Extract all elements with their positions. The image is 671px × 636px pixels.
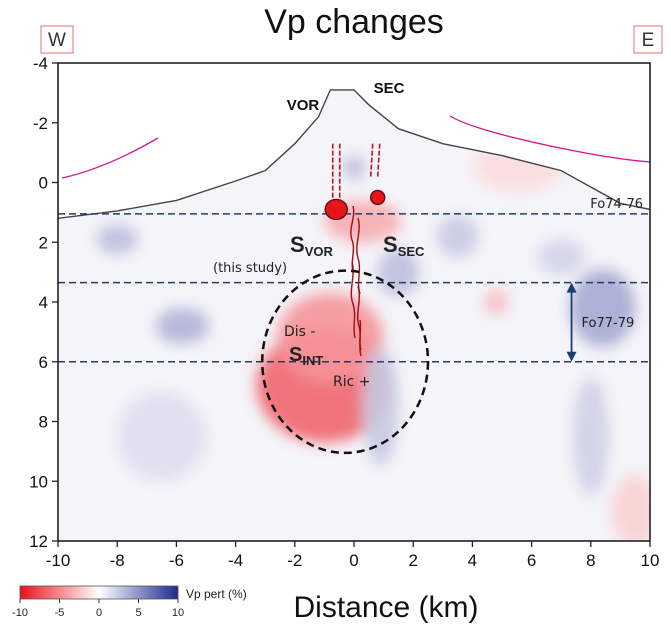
x-tick-label-0: -10	[46, 551, 71, 570]
colorbar-tick-label-3: 5	[135, 607, 141, 619]
x-tick-label-8: 6	[527, 551, 536, 570]
range-arrow-head-down	[566, 351, 577, 362]
colorbar-tick-label-0: -10	[12, 607, 28, 619]
y-tick-label-3: 2	[39, 233, 48, 252]
x-tick-label-4: -2	[287, 551, 302, 570]
x-tick-label-7: 4	[468, 551, 477, 570]
x-tick-label-9: 8	[586, 551, 595, 570]
x-tick-label-3: -4	[228, 551, 243, 570]
east-label: E	[642, 30, 655, 51]
x-axis-label: Distance (km)	[293, 591, 478, 624]
annotations: Fo74-76 Fo77-79 VOR SEC SVOR SSEC (this study)…	[58, 80, 650, 455]
velocity-anomaly-5	[96, 224, 138, 255]
velocity-anomaly-8	[436, 215, 479, 258]
y-tick-label-6: 8	[39, 413, 48, 432]
reservoir-0	[324, 198, 348, 221]
fo77-79-label: Fo77-79	[582, 316, 635, 331]
velocity-anomaly-11	[484, 290, 508, 314]
colorbar-label: Vp pert (%)	[186, 587, 247, 601]
west-label: W	[48, 30, 66, 51]
dike-path-1	[356, 217, 361, 295]
velocity-anomaly-7	[362, 346, 399, 467]
velocity-anomaly-1	[277, 293, 384, 383]
magenta-contour-west	[61, 137, 159, 179]
this-study-label: (this study)	[213, 261, 287, 276]
y-axis: -4 -2 0 2 4 6 8 10 12	[29, 54, 58, 551]
x-tick-label-6: 2	[408, 551, 417, 570]
y-tick-label-4: 4	[39, 293, 48, 312]
east-label-box	[633, 25, 663, 54]
velocity-anomaly-9	[573, 376, 609, 497]
above-topography-mask	[58, 63, 650, 219]
west-label-box	[40, 25, 74, 54]
magenta-contour-east	[449, 115, 650, 163]
colorbar-ticks: -10 -5 0 5 10	[12, 599, 184, 619]
chart-title: Vp changes	[264, 3, 444, 41]
y-tick-label-1: -2	[33, 114, 48, 133]
y-tick-label-8: 12	[29, 532, 48, 551]
vor-label: VOR	[287, 97, 320, 114]
x-tick-label-2: -6	[169, 551, 184, 570]
dike-path-4	[359, 319, 362, 351]
y-tick-label-5: 6	[39, 353, 48, 372]
y-tick-label-0: -4	[33, 54, 48, 73]
y-tick-label-2: 0	[39, 174, 48, 193]
s-vor-label: SVOR	[290, 232, 333, 259]
colorbar-tick-label-1: -5	[55, 607, 65, 619]
ric-plus-label: Ric +	[333, 374, 371, 390]
reservoir-1	[369, 189, 386, 206]
s-sec-label: SSEC	[383, 232, 425, 259]
sec-label: SEC	[374, 80, 405, 97]
velocity-anomaly-10	[342, 155, 366, 180]
colorbar-gradient	[19, 585, 179, 600]
velocity-anomaly-15	[611, 475, 650, 541]
x-tick-label-10: 10	[641, 551, 660, 570]
y-tick-label-7: 10	[29, 472, 48, 491]
conduit-sec-1	[376, 143, 381, 177]
conduit-sec-0	[369, 143, 374, 177]
colorbar-tick-label-4: 10	[172, 607, 184, 619]
dike-path-2	[350, 261, 356, 339]
velocity-anomaly-12	[537, 239, 585, 276]
colorbar: Vp pert (%) -10 -5 0 5 10	[12, 585, 247, 619]
topography-profile	[58, 89, 650, 219]
intrusion-ellipse	[260, 269, 430, 455]
fo74-76-label: Fo74-76	[590, 197, 643, 212]
colorbar-tick-label-2: 0	[96, 607, 102, 619]
x-tick-label-5: 0	[349, 551, 358, 570]
x-tick-label-1: -8	[110, 551, 125, 570]
range-arrow-head-up	[566, 282, 577, 293]
velocity-anomaly-13	[117, 391, 206, 482]
x-axis: -10 -8 -6 -4 -2 0 2 4 6 8 10	[46, 541, 660, 570]
dis-minus-label: Dis -	[284, 324, 315, 340]
s-int-label: SINT	[289, 344, 323, 368]
velocity-anomaly-4	[155, 307, 209, 344]
velocity-anomaly-3	[570, 269, 636, 347]
